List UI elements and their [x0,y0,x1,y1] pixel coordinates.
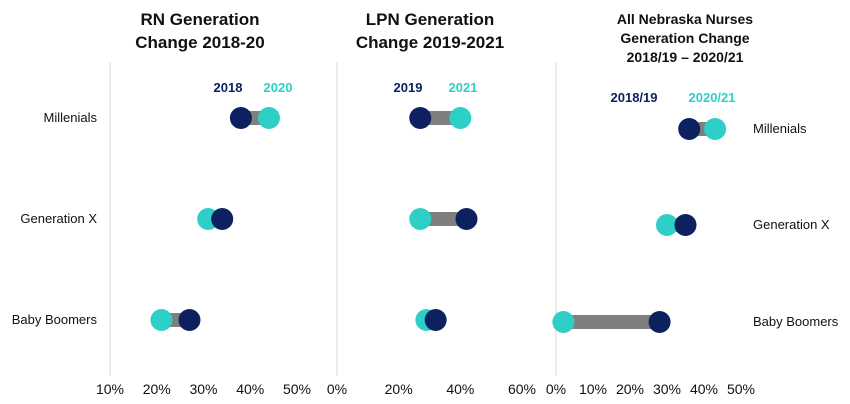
panel-1-category-label: Baby Boomers [12,312,98,327]
panel-3-end-dot [552,311,575,333]
panel-3-start-dot [674,214,697,236]
panel-3-end-dot [704,118,727,140]
panel-3-x-tick: 20% [616,381,644,397]
panel-3-title-line-1: All Nebraska Nurses [617,11,753,27]
panel-1-category-label: Generation X [20,211,97,226]
panel-3-title-line-2: Generation Change [620,30,749,46]
panel-2-x-tick: 0% [327,381,347,397]
panel-3-x-tick: 50% [727,381,755,397]
panel-2-x-tick: 20% [385,381,413,397]
panel-2-title-line-2: Change 2019-2021 [356,33,504,52]
panel-2-start-dot [409,107,432,129]
panel-2-start-dot [455,208,478,230]
panel-3-x-tick: 10% [579,381,607,397]
panel-2-legend-end: 2021 [449,80,478,95]
panel-1-start-dot [178,309,201,331]
panel-3-connector-bar [563,315,660,329]
panel-2-end-dot [409,208,432,230]
panel-3-title-line-3: 2018/19 – 2020/21 [627,49,744,65]
panel-3-legend-end: 2020/21 [689,90,736,105]
panel-2-start-dot [424,309,447,331]
panel-3-end-dot [656,214,678,236]
panel-3-x-tick: 40% [690,381,718,397]
panel-1-legend-end: 2020 [264,80,293,95]
panel-1-category-label: Millenials [44,110,98,125]
panel-2-x-tick: 40% [446,381,474,397]
panel-3-start-dot [678,118,701,140]
panel-1-start-dot [211,208,234,230]
panel-1-x-tick: 10% [96,381,124,397]
panel-1-x-tick: 20% [143,381,171,397]
panel-2-legend-start: 2019 [394,80,423,95]
panel-2-end-dot [449,107,472,129]
panel-1-x-tick: 50% [283,381,311,397]
panel-1-x-tick: 30% [189,381,217,397]
panel-1-legend-start: 2018 [214,80,243,95]
panel-1-x-tick: 40% [236,381,264,397]
panel-3-x-tick: 30% [653,381,681,397]
panel-3-legend-start: 2018/19 [611,90,658,105]
panel-2-x-tick: 60% [508,381,536,397]
panel-1-title-line-2: Change 2018-20 [135,33,264,52]
panel-3-category-label: Millenials [753,121,807,136]
panel-1-end-dot [257,107,280,129]
panel-1-end-dot [150,309,173,331]
panel-3-start-dot [648,311,671,333]
panel-1-title-line-1: RN Generation [140,10,259,29]
panel-3-x-tick: 0% [546,381,566,397]
panel-2-title-line-1: LPN Generation [366,10,494,29]
panel-2-connector-bar [420,212,467,226]
panel-3-category-label: Generation X [753,217,830,232]
panel-1-start-dot [229,107,252,129]
panel-3-category-label: Baby Boomers [753,314,839,329]
